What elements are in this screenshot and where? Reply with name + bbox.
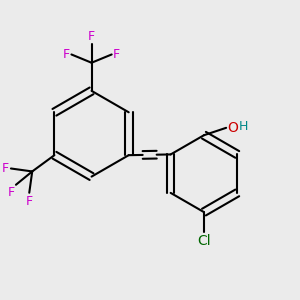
Text: F: F <box>2 162 9 175</box>
Text: F: F <box>26 194 33 208</box>
Text: Cl: Cl <box>197 234 211 248</box>
Text: O: O <box>227 121 238 135</box>
Text: F: F <box>8 186 14 199</box>
Text: F: F <box>63 48 70 61</box>
Text: F: F <box>88 30 95 43</box>
Text: H: H <box>238 120 248 134</box>
Text: F: F <box>113 48 120 61</box>
